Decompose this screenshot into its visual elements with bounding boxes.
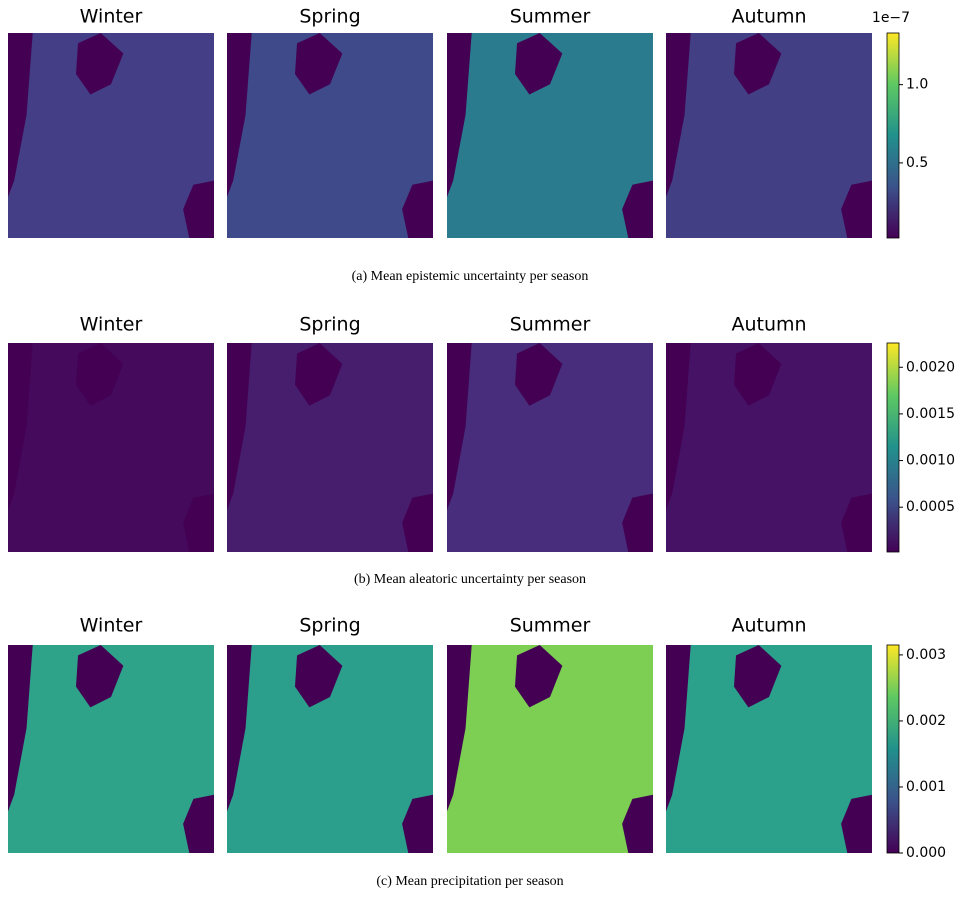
land-mask — [8, 33, 33, 197]
land-mask — [447, 645, 472, 812]
colorbar-tick-label: 0.0005 — [906, 499, 955, 515]
caption: (b) Mean aleatoric uncertainty per seaso… — [354, 572, 586, 587]
land-mask — [294, 645, 343, 708]
land-mask — [183, 493, 214, 552]
panel-title: Spring — [299, 615, 360, 637]
land-mask — [733, 343, 782, 406]
panel-title: Winter — [80, 314, 143, 336]
land-mask — [227, 645, 252, 812]
land-mask — [402, 794, 433, 853]
land-mask — [666, 343, 691, 511]
land-mask — [75, 645, 124, 708]
panel-title: Autumn — [731, 615, 806, 637]
land-mask — [402, 180, 433, 238]
land-mask — [733, 645, 782, 708]
land-mask — [841, 794, 872, 853]
land-mask — [8, 645, 33, 812]
colorbar-tick-label: 0.0010 — [906, 453, 955, 469]
land-mask — [447, 33, 472, 197]
land-mask — [75, 33, 124, 95]
colorbar — [886, 32, 900, 239]
colorbar-tick-label: 0.0020 — [906, 359, 955, 375]
colorbar — [886, 342, 900, 553]
caption: (a) Mean epistemic uncertainty per seaso… — [352, 269, 589, 284]
panel-title: Winter — [80, 6, 143, 28]
colorbar-tick-label: 0.5 — [906, 155, 928, 171]
panel-title: Summer — [510, 314, 591, 336]
panel-title: Summer — [510, 6, 591, 28]
land-mask — [841, 493, 872, 552]
panel-title: Spring — [299, 6, 360, 28]
colorbar-tick-label: 0.001 — [906, 779, 946, 795]
land-mask — [8, 343, 33, 511]
land-mask — [227, 343, 252, 511]
colorbar-tick-label: 0.000 — [906, 845, 946, 861]
land-mask — [622, 794, 653, 853]
colorbar-tick-label: 0.003 — [906, 647, 946, 663]
panel-title: Spring — [299, 314, 360, 336]
land-mask — [402, 493, 433, 552]
land-mask — [514, 343, 563, 406]
land-mask — [514, 33, 563, 95]
caption: (c) Mean precipitation per season — [376, 874, 563, 889]
land-mask — [75, 343, 124, 406]
colorbar-offset: 1e−7 — [872, 10, 910, 26]
panel-title: Summer — [510, 615, 591, 637]
land-mask — [227, 33, 252, 197]
panel-title: Autumn — [731, 6, 806, 28]
land-mask — [733, 33, 782, 95]
land-mask — [841, 180, 872, 238]
land-mask — [666, 645, 691, 812]
land-mask — [622, 180, 653, 238]
land-mask — [183, 180, 214, 238]
land-mask — [666, 33, 691, 197]
land-mask — [183, 794, 214, 853]
land-mask — [622, 493, 653, 552]
land-mask — [294, 33, 343, 95]
panel-title: Autumn — [731, 314, 806, 336]
land-mask — [294, 343, 343, 406]
panel-title: Winter — [80, 615, 143, 637]
land-mask — [514, 645, 563, 708]
colorbar-tick-label: 1.0 — [906, 77, 928, 93]
colorbar-tick-label: 0.002 — [906, 713, 946, 729]
colorbar-tick-label: 0.0015 — [906, 406, 955, 422]
land-mask — [447, 343, 472, 511]
colorbar — [886, 644, 900, 854]
